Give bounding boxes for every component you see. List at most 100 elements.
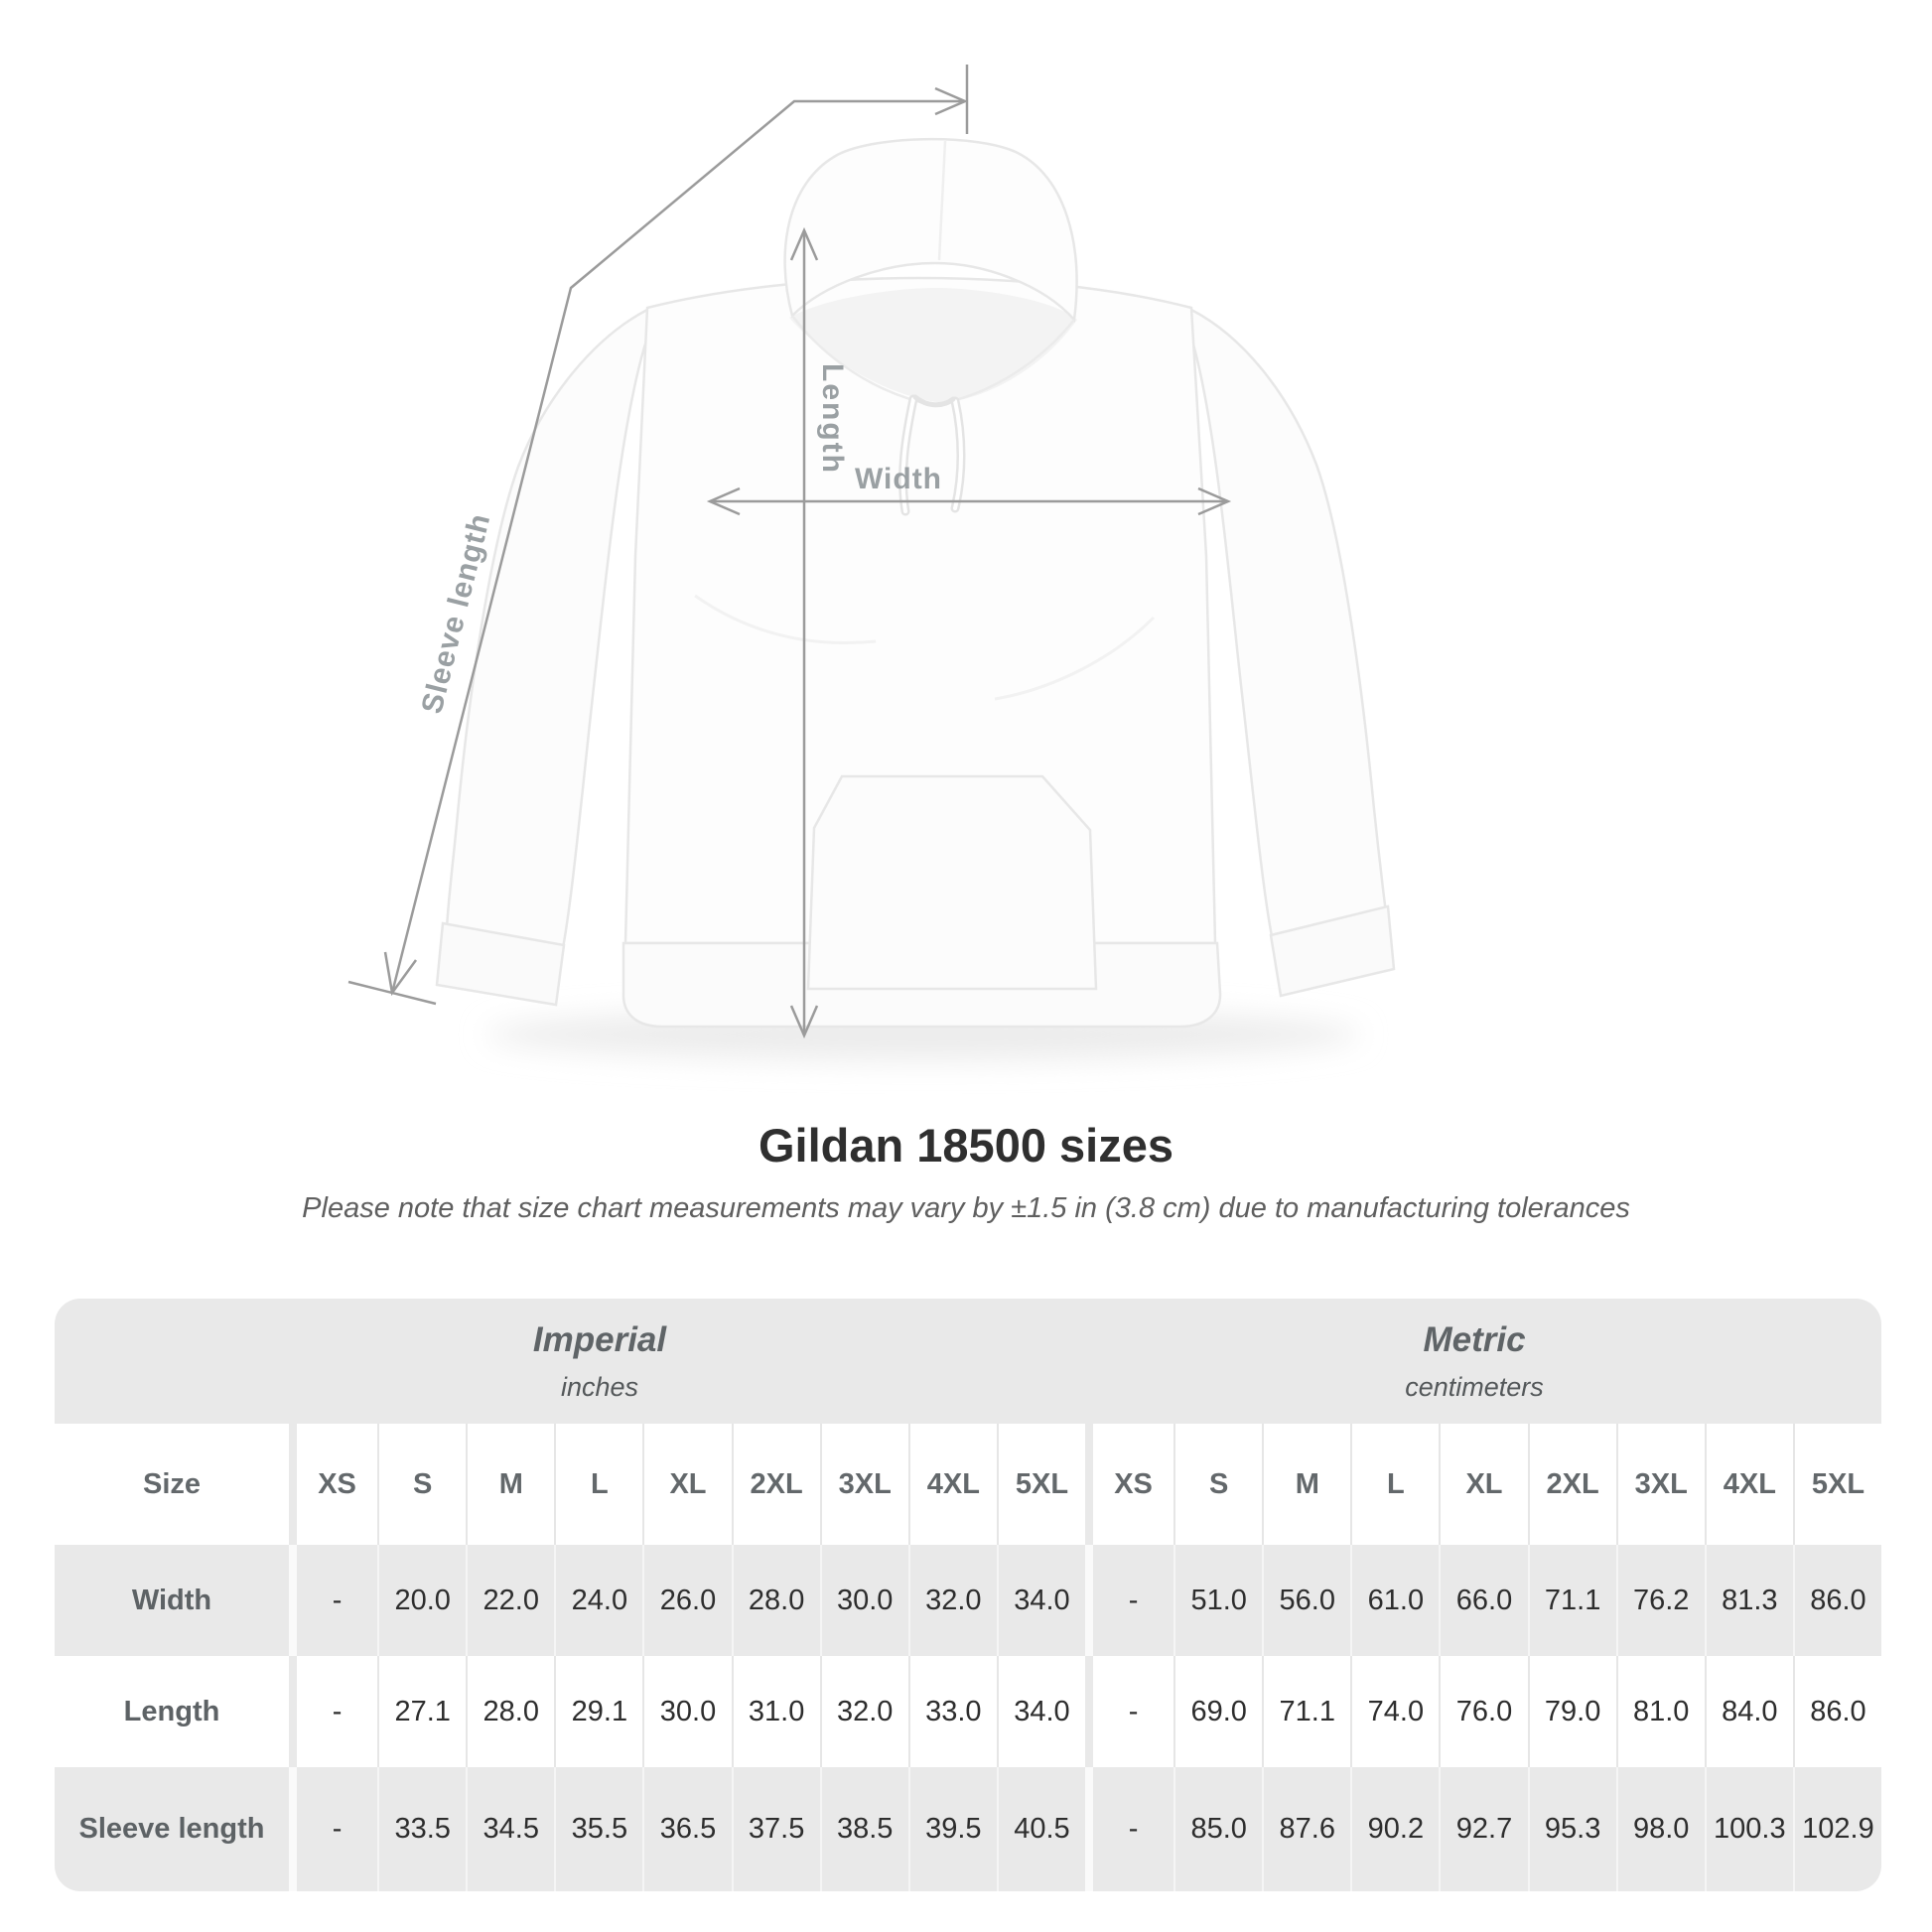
imperial-size-header: 5XL bbox=[996, 1424, 1085, 1545]
metric-value-cell: 95.3 bbox=[1527, 1767, 1616, 1891]
imperial-value-cell: 32.0 bbox=[819, 1656, 908, 1767]
metric-value-cell: 98.0 bbox=[1615, 1767, 1705, 1891]
hoodie-hood bbox=[783, 137, 1078, 407]
imperial-value-cell: 33.5 bbox=[377, 1767, 467, 1891]
imperial-value-cell: 26.0 bbox=[642, 1545, 732, 1656]
imperial-value-cell: 40.5 bbox=[996, 1767, 1085, 1891]
imperial-size-header: M bbox=[466, 1424, 555, 1545]
metric-value-cell: 71.1 bbox=[1527, 1545, 1616, 1656]
imperial-value-cell: 30.0 bbox=[819, 1545, 908, 1656]
imperial-size-header: XS bbox=[289, 1424, 378, 1545]
metric-value-cell: 92.7 bbox=[1439, 1767, 1528, 1891]
metric-value-cell: 56.0 bbox=[1262, 1545, 1351, 1656]
metric-size-header: 3XL bbox=[1615, 1424, 1705, 1545]
metric-value-cell: 102.9 bbox=[1792, 1767, 1881, 1891]
row-label: Length bbox=[55, 1656, 289, 1767]
imperial-value-cell: 39.5 bbox=[907, 1767, 997, 1891]
imperial-value-cell: 35.5 bbox=[554, 1767, 643, 1891]
metric-subtitle: centimeters bbox=[1405, 1371, 1544, 1402]
metric-value-cell: 81.3 bbox=[1704, 1545, 1793, 1656]
page-title: Gildan 18500 sizes bbox=[758, 1119, 1174, 1172]
metric-value-cell: - bbox=[1085, 1767, 1174, 1891]
sleeve-length-line bbox=[390, 99, 965, 994]
metric-value-cell: - bbox=[1085, 1656, 1174, 1767]
hoodie-measurement-diagram: Sleeve length Length Width bbox=[347, 65, 1396, 1060]
metric-size-header: XS bbox=[1085, 1424, 1174, 1545]
imperial-value-cell: - bbox=[289, 1767, 378, 1891]
metric-value-cell: 85.0 bbox=[1173, 1767, 1263, 1891]
imperial-value-cell: 22.0 bbox=[466, 1545, 555, 1656]
imperial-subtitle: inches bbox=[560, 1371, 639, 1402]
size-table: Imperial inches Metric centimeters Size X… bbox=[55, 1299, 1881, 1891]
imperial-size-header: XL bbox=[642, 1424, 732, 1545]
metric-value-cell: 69.0 bbox=[1173, 1656, 1263, 1767]
imperial-size-header: 3XL bbox=[819, 1424, 908, 1545]
imperial-value-cell: 34.5 bbox=[466, 1767, 555, 1891]
width-left-arrowhead bbox=[706, 486, 741, 516]
imperial-value-cell: - bbox=[289, 1545, 378, 1656]
metric-value-cell: 76.0 bbox=[1439, 1656, 1528, 1767]
imperial-value-cell: 27.1 bbox=[377, 1656, 467, 1767]
imperial-title: Imperial bbox=[532, 1319, 667, 1359]
imperial-value-cell: 28.0 bbox=[466, 1656, 555, 1767]
imperial-value-cell: 38.5 bbox=[819, 1767, 908, 1891]
sleeve-top-arrowhead bbox=[934, 86, 969, 116]
metric-title: Metric bbox=[1423, 1319, 1526, 1359]
length-top-arrowhead bbox=[789, 226, 819, 261]
length-label: Length bbox=[816, 363, 849, 475]
metric-size-header: 4XL bbox=[1704, 1424, 1793, 1545]
metric-value-cell: - bbox=[1085, 1545, 1174, 1656]
metric-group-header: Metric centimeters bbox=[1405, 1299, 1544, 1424]
imperial-value-cell: - bbox=[289, 1656, 378, 1767]
units-band: Imperial inches Metric centimeters bbox=[55, 1299, 1881, 1424]
metric-value-cell: 86.0 bbox=[1792, 1545, 1881, 1656]
width-right-arrowhead bbox=[1197, 486, 1232, 516]
metric-value-cell: 51.0 bbox=[1173, 1545, 1263, 1656]
metric-value-cell: 76.2 bbox=[1615, 1545, 1705, 1656]
imperial-size-header: L bbox=[554, 1424, 643, 1545]
sleeve-bottom-tick bbox=[347, 980, 437, 1006]
size-grid: Size XS S M L XL 2XL 3XL 4XL 5XL XS S M L XL 2XL 3XL 4XL 5… bbox=[55, 1424, 1881, 1891]
metric-value-cell: 71.1 bbox=[1262, 1656, 1351, 1767]
metric-value-cell: 61.0 bbox=[1350, 1545, 1440, 1656]
hoodie-illustration bbox=[347, 65, 1396, 1060]
imperial-value-cell: 34.0 bbox=[996, 1656, 1085, 1767]
length-bottom-arrowhead bbox=[789, 1005, 819, 1039]
imperial-size-header: S bbox=[377, 1424, 467, 1545]
imperial-value-cell: 31.0 bbox=[731, 1656, 820, 1767]
imperial-value-cell: 28.0 bbox=[731, 1545, 820, 1656]
metric-size-header: S bbox=[1173, 1424, 1263, 1545]
imperial-value-cell: 34.0 bbox=[996, 1545, 1085, 1656]
tolerance-note: Please note that size chart measurements… bbox=[302, 1192, 1630, 1224]
metric-value-cell: 74.0 bbox=[1350, 1656, 1440, 1767]
hoodie-drawstrings bbox=[898, 394, 966, 516]
imperial-value-cell: 30.0 bbox=[642, 1656, 732, 1767]
imperial-value-cell: 33.0 bbox=[907, 1656, 997, 1767]
metric-value-cell: 86.0 bbox=[1792, 1656, 1881, 1767]
row-label: Sleeve length bbox=[55, 1767, 289, 1891]
metric-size-header: 5XL bbox=[1792, 1424, 1881, 1545]
hoodie-sleeves bbox=[435, 307, 1396, 1007]
title-block: Gildan 18500 sizes Please note that size… bbox=[0, 1118, 1932, 1225]
metric-value-cell: 84.0 bbox=[1704, 1656, 1793, 1767]
measurement-lines bbox=[347, 65, 1232, 1039]
hoodie-pocket bbox=[806, 774, 1098, 991]
imperial-size-header: 2XL bbox=[731, 1424, 820, 1545]
imperial-size-header: 4XL bbox=[907, 1424, 997, 1545]
metric-size-header: M bbox=[1262, 1424, 1351, 1545]
metric-value-cell: 81.0 bbox=[1615, 1656, 1705, 1767]
imperial-value-cell: 36.5 bbox=[642, 1767, 732, 1891]
metric-value-cell: 79.0 bbox=[1527, 1656, 1616, 1767]
metric-value-cell: 87.6 bbox=[1262, 1767, 1351, 1891]
metric-size-header: L bbox=[1350, 1424, 1440, 1545]
imperial-value-cell: 20.0 bbox=[377, 1545, 467, 1656]
imperial-value-cell: 24.0 bbox=[554, 1545, 643, 1656]
width-label: Width bbox=[854, 463, 943, 495]
metric-value-cell: 100.3 bbox=[1704, 1767, 1793, 1891]
imperial-value-cell: 29.1 bbox=[554, 1656, 643, 1767]
imperial-value-cell: 32.0 bbox=[907, 1545, 997, 1656]
row-label: Width bbox=[55, 1545, 289, 1656]
metric-size-header: 2XL bbox=[1527, 1424, 1616, 1545]
imperial-value-cell: 37.5 bbox=[731, 1767, 820, 1891]
